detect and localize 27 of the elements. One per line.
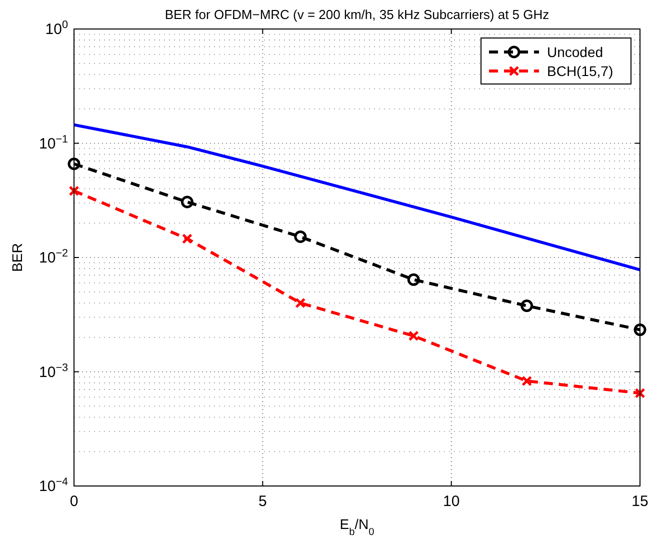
line-series [72, 123, 642, 272]
point [407, 273, 420, 286]
point [520, 300, 534, 312]
x-tick-label: 0 [70, 493, 78, 510]
legend-label: BCH(15,7) [547, 63, 614, 79]
point [68, 158, 80, 170]
point [634, 324, 646, 336]
point [182, 233, 192, 244]
chart-title: BER for OFDM−MRC (v = 200 km/h, 35 kHz Subcarriers) at 5 GHz [164, 7, 550, 22]
point [522, 376, 532, 386]
point [408, 330, 419, 342]
x-axis-title: E$_{b}$/N$_{0}$ [340, 516, 375, 536]
y-tick-label: 10$^{0}$ [45, 19, 68, 38]
point [68, 186, 80, 196]
y-tick-label: 10$^{−4}$ [39, 476, 68, 495]
point [634, 388, 646, 398]
y-tick-label: 10$^{−1}$ [39, 133, 68, 152]
x-tick-label: 10 [442, 493, 460, 510]
y-tick-label: 10$^{−3}$ [39, 362, 68, 381]
y-tick-label: 10$^{−2}$ [39, 248, 68, 266]
legend-label: Uncoded [547, 44, 604, 60]
x-tick-label: 15 [632, 493, 648, 510]
point [180, 196, 194, 208]
point [295, 298, 306, 308]
point [294, 230, 307, 243]
x-tick-label: 5 [258, 493, 267, 510]
y-axis-title: BER [9, 243, 25, 272]
